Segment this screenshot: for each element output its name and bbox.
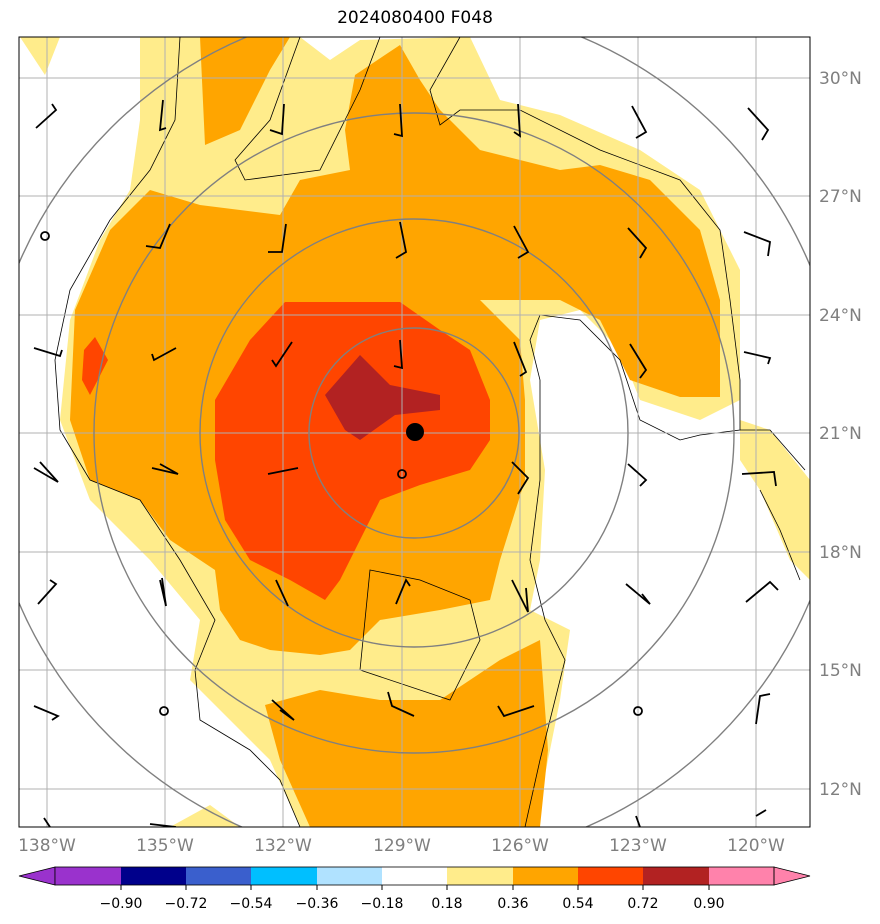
lon-tick: 129°W (373, 836, 431, 856)
range-rings (19, 37, 810, 827)
colorbar-label: −0.54 (230, 896, 273, 912)
colorbar-segment (447, 867, 513, 885)
lat-tick: 24°N (819, 306, 862, 326)
colorbar-segment (578, 867, 643, 885)
colorbar-label: −0.18 (361, 896, 404, 912)
colorbar-segment (251, 867, 317, 885)
colorbar-segment (121, 867, 186, 885)
colorbar-segment (709, 867, 774, 885)
colorbar-label: −0.90 (100, 896, 143, 912)
colorbar-label: 0.18 (431, 896, 462, 912)
colorbar-label: 0.90 (693, 896, 724, 912)
colorbar-label: −0.72 (165, 896, 208, 912)
colorbar-label: −0.36 (296, 896, 339, 912)
colorbar-segment (55, 867, 121, 885)
wind-barbs (33, 99, 779, 827)
gridlines (19, 37, 810, 827)
colorbar-extend-low (18, 866, 56, 886)
colorbar-segment (317, 867, 382, 885)
colorbar-segment (643, 867, 709, 885)
lon-tick: 120°W (727, 836, 785, 856)
colorbar: −0.90 −0.72 −0.54 −0.36 −0.18 0.18 0.36 … (18, 866, 811, 912)
colorbar-label: 0.72 (627, 896, 658, 912)
contour-level-4 (325, 355, 440, 440)
colorbar-segment (382, 867, 447, 885)
lon-tick: 126°W (491, 836, 549, 856)
colorbar-label: 0.36 (497, 896, 528, 912)
lat-tick: 15°N (819, 661, 862, 681)
colorbar-label: 0.54 (562, 896, 593, 912)
lon-tick-labels: 138°W 135°W 132°W 129°W 126°W 123°W 120°… (18, 836, 785, 856)
lon-tick: 135°W (136, 836, 194, 856)
map-title: 2024080400 F048 (337, 8, 493, 28)
lon-tick: 123°W (609, 836, 667, 856)
lat-tick: 12°N (819, 780, 862, 800)
lat-tick: 27°N (819, 187, 862, 207)
lat-tick: 21°N (819, 424, 862, 444)
colorbar-extend-high (773, 866, 811, 886)
colorbar-segment (186, 867, 251, 885)
lat-tick-labels: 30°N 27°N 24°N 21°N 18°N 15°N 12°N (819, 69, 862, 800)
colorbar-segment (513, 867, 578, 885)
lon-tick: 132°W (254, 836, 312, 856)
storm-center-marker (406, 423, 424, 441)
plot-frame (18, 36, 811, 828)
lon-tick: 138°W (18, 836, 76, 856)
lat-tick: 30°N (819, 69, 862, 89)
lat-tick: 18°N (819, 543, 862, 563)
contour-level-3 (82, 302, 490, 600)
